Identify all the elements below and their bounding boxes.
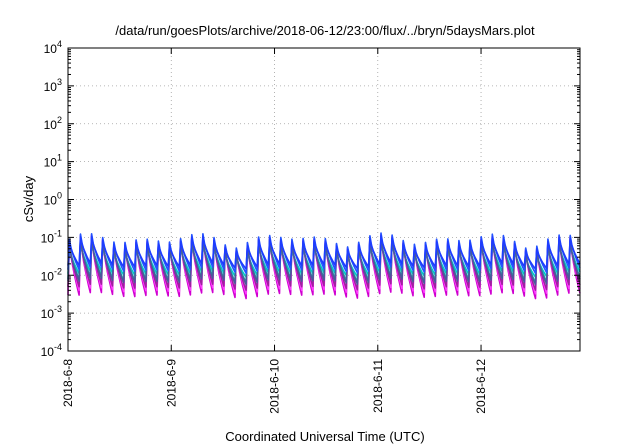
x-tick-label: 2018-6-10 (268, 359, 282, 414)
y-tick-label: 100 (44, 191, 62, 208)
y-tick-label: 10-4 (41, 342, 62, 359)
x-tick-label: 2018-6-12 (474, 359, 488, 414)
y-tick-label: 103 (44, 77, 62, 94)
y-tick-label: 10-1 (41, 228, 62, 245)
series-line (67, 237, 581, 286)
x-tick-label: 2018-6-11 (371, 359, 385, 413)
x-tick-labels: 2018-6-8 2018-6-9 2018-6-10 2018-6-11 2018-6… (61, 359, 488, 414)
x-axis-label: Coordinated Universal Time (UTC) (225, 429, 424, 444)
y-tick-label: 10-3 (41, 304, 62, 321)
y-axis-label: cSv/day (21, 175, 36, 222)
y-tick-label: 10-2 (41, 266, 62, 283)
y-tick-labels: 10-4 10-3 10-2 10-1 100 101 102 103 104 (41, 39, 62, 359)
x-tick-label: 2018-6-8 (61, 359, 75, 407)
y-tick-label: 101 (44, 153, 62, 170)
axis-ticks (67, 47, 580, 352)
grid-lines (68, 48, 580, 351)
series-lines (67, 232, 581, 300)
x-tick-label: 2018-6-9 (164, 359, 178, 407)
series-line (67, 235, 581, 270)
y-tick-label: 102 (44, 115, 62, 132)
chart-title: /data/run/goesPlots/archive/2018-06-12/2… (115, 23, 535, 38)
y-tick-label: 104 (44, 39, 62, 56)
